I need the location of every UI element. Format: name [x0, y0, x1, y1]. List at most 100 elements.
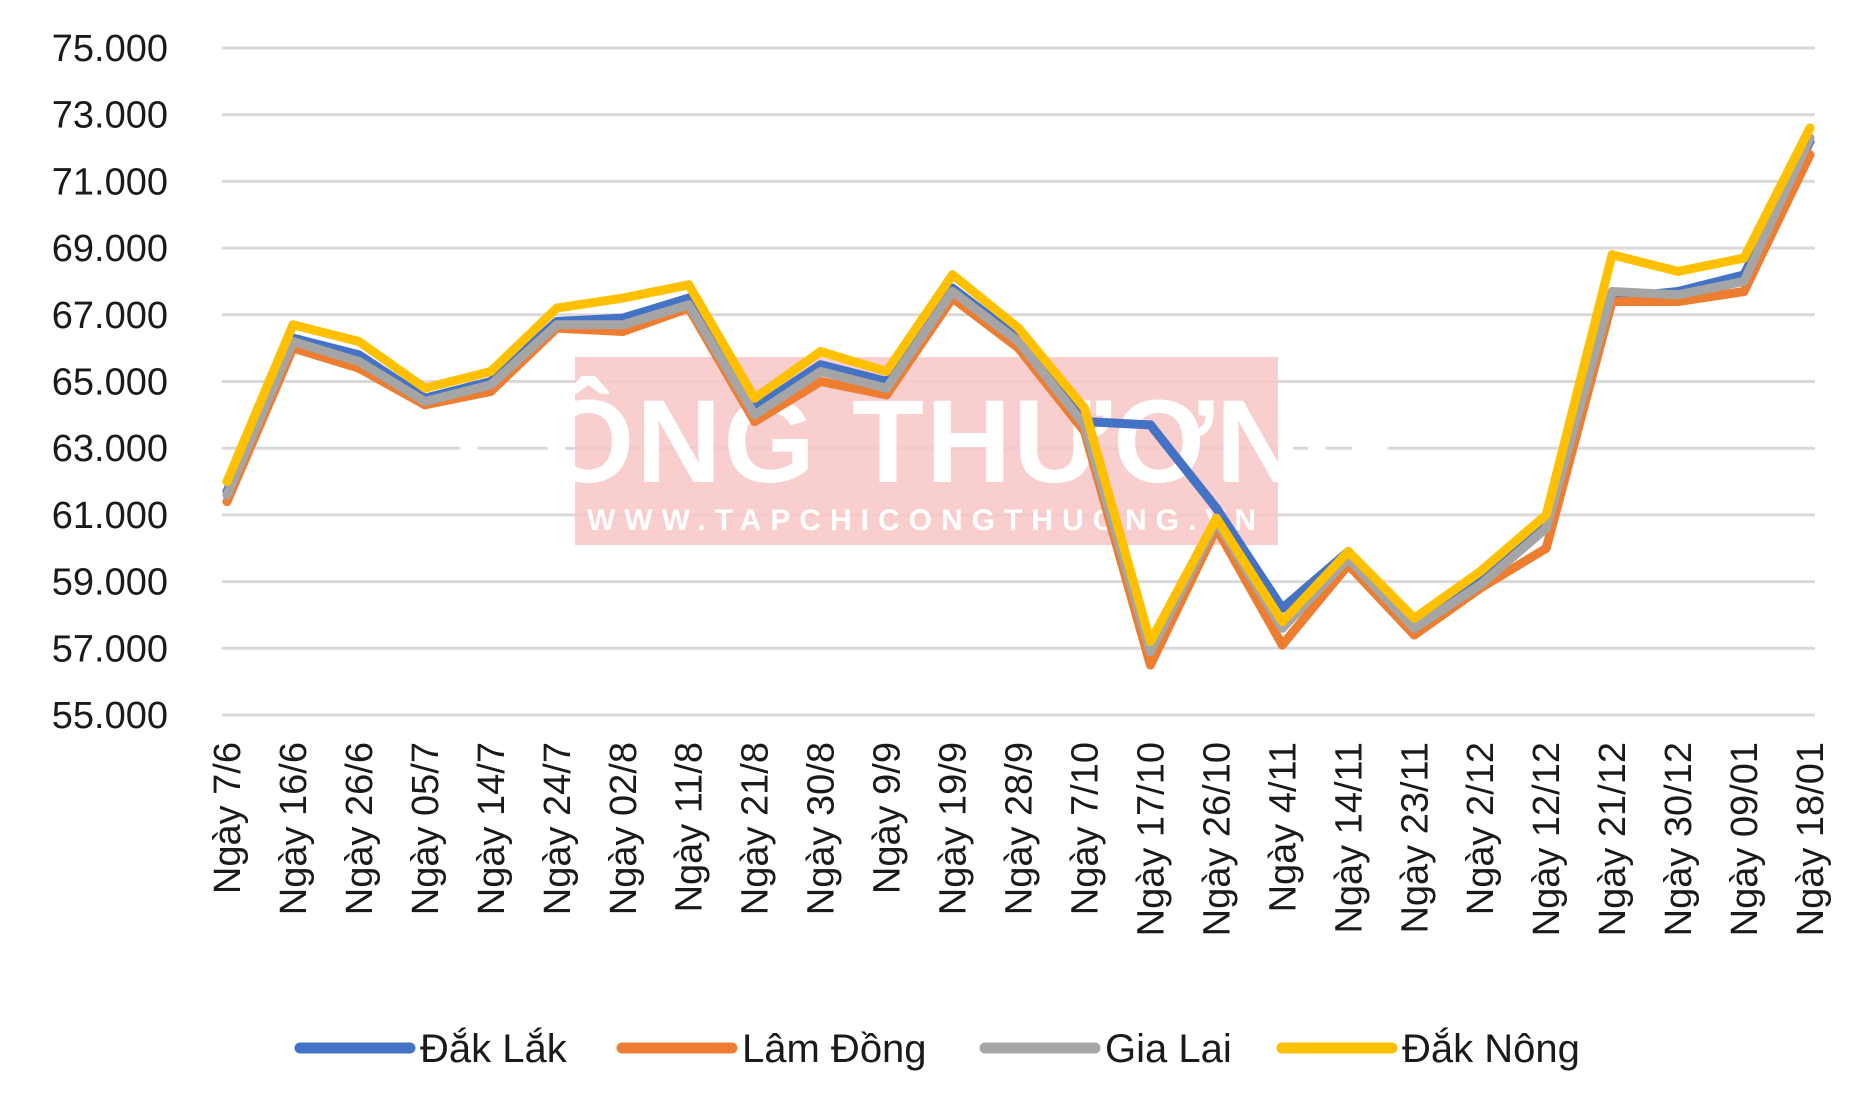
data-point — [1343, 547, 1353, 557]
data-point — [816, 366, 826, 376]
x-tick-label: Ngày 9/9 — [867, 742, 909, 894]
y-tick-label: 75.000 — [52, 28, 168, 70]
data-point — [1673, 266, 1683, 276]
legend: Đắk Lắk Lâm Đồng Gia Lai Đắk Nông — [294, 1026, 1580, 1071]
data-point — [1211, 503, 1221, 513]
data-point — [1409, 630, 1419, 640]
data-point — [222, 497, 232, 507]
data-point — [882, 366, 892, 376]
data-point — [1409, 613, 1419, 623]
data-point — [1145, 660, 1155, 670]
data-point — [420, 397, 430, 407]
x-tick-label: Ngày 4/11 — [1262, 742, 1304, 912]
data-point — [684, 280, 694, 290]
data-point — [1277, 623, 1287, 633]
x-tick-label: Ngày 28/9 — [999, 742, 1041, 915]
y-tick-label: 71.000 — [52, 161, 168, 203]
x-tick-label: Ngày 24/7 — [537, 742, 579, 915]
data-point — [1145, 647, 1155, 657]
x-tick-label: Ngày 05/7 — [405, 742, 447, 915]
data-point — [1145, 637, 1155, 647]
data-point — [816, 377, 826, 386]
data-point — [354, 356, 364, 366]
data-point — [882, 383, 892, 393]
watermark-title: CÔNG THƯƠNG — [455, 375, 1397, 508]
data-point — [1673, 296, 1683, 306]
data-point — [1739, 253, 1749, 263]
data-point — [552, 303, 562, 313]
data-point — [1607, 250, 1617, 260]
data-point — [618, 293, 628, 303]
watermark: CÔNG THƯƠNG WWW.TAPCHICONGTHUONG.VN — [455, 357, 1397, 545]
data-point — [684, 300, 694, 310]
y-tick-label: 55.000 — [52, 695, 168, 737]
data-point — [1014, 323, 1023, 333]
data-point — [222, 477, 232, 487]
y-tick-label: 63.000 — [52, 428, 168, 470]
y-tick-label: 69.000 — [52, 228, 168, 270]
x-tick-label: Ngày 7/6 — [207, 742, 249, 894]
data-point — [1673, 290, 1683, 300]
y-tick-label: 65.000 — [52, 362, 168, 404]
data-point — [1211, 513, 1221, 523]
data-point — [618, 320, 628, 330]
data-point — [1541, 543, 1551, 553]
data-point — [816, 346, 826, 356]
data-point — [552, 320, 562, 330]
data-point — [1475, 567, 1485, 577]
data-point — [1541, 510, 1551, 520]
data-point — [1145, 420, 1155, 430]
data-point — [948, 286, 958, 296]
x-tick-label: Ngày 18/01 — [1790, 742, 1832, 936]
data-point — [1805, 123, 1815, 133]
x-tick-label: Ngày 26/10 — [1196, 742, 1238, 936]
data-point — [750, 393, 760, 403]
y-tick-label: 73.000 — [52, 95, 168, 137]
watermark-box — [575, 357, 1278, 545]
data-point — [1607, 286, 1617, 296]
y-axis-ticks: 55.000 57.000 59.000 61.000 63.000 65.000 67.0… — [52, 28, 168, 737]
x-tick-label: Ngày 17/10 — [1130, 742, 1172, 936]
x-axis-ticks: Ngày 7/6 Ngày 16/6 Ngày 26/6 Ngày 05/7 Ngày … — [207, 742, 1832, 936]
legend-label: Đắk Lắk — [420, 1026, 568, 1071]
x-tick-label: Ngày 30/12 — [1658, 742, 1700, 936]
data-point — [420, 383, 430, 393]
data-point — [1739, 276, 1749, 286]
data-point — [1409, 623, 1419, 633]
legend-label: Lâm Đồng — [742, 1027, 927, 1071]
y-tick-label: 57.000 — [52, 628, 168, 670]
series-lines — [222, 123, 1815, 670]
data-point — [1277, 640, 1287, 650]
x-tick-label: Ngày 23/11 — [1394, 742, 1436, 934]
x-tick-label: Ngày 2/12 — [1460, 742, 1502, 915]
data-point — [486, 380, 496, 390]
x-tick-label: Ngày 11/8 — [669, 742, 711, 912]
data-point — [1014, 336, 1023, 346]
x-tick-label: Ngày 14/7 — [471, 742, 513, 915]
x-tick-label: Ngày 16/6 — [273, 742, 315, 915]
data-point — [1475, 580, 1485, 590]
y-tick-label: 67.000 — [52, 295, 168, 337]
data-point — [750, 417, 760, 427]
watermark-url: WWW.TAPCHICONGTHUONG.VN — [587, 504, 1265, 537]
data-point — [1541, 523, 1551, 533]
x-tick-label: Ngày 12/12 — [1526, 742, 1568, 936]
data-point — [288, 320, 298, 330]
x-tick-label: Ngày 14/11 — [1328, 742, 1370, 934]
y-tick-label: 61.000 — [52, 495, 168, 537]
y-tick-label: 59.000 — [52, 562, 168, 604]
data-point — [486, 366, 496, 376]
x-tick-label: Ngày 21/8 — [735, 742, 777, 915]
x-tick-label: Ngày 26/6 — [339, 742, 381, 915]
legend-label: Gia Lai — [1105, 1027, 1232, 1071]
data-point — [882, 390, 892, 400]
x-tick-label: Ngày 19/9 — [933, 742, 975, 915]
data-point — [222, 490, 232, 500]
data-point — [1277, 617, 1287, 627]
data-point — [1079, 403, 1089, 413]
x-tick-label: Ngày 7/10 — [1064, 742, 1106, 915]
data-point — [948, 270, 958, 280]
data-point — [816, 360, 826, 370]
legend-label: Đắk Nông — [1402, 1026, 1580, 1071]
